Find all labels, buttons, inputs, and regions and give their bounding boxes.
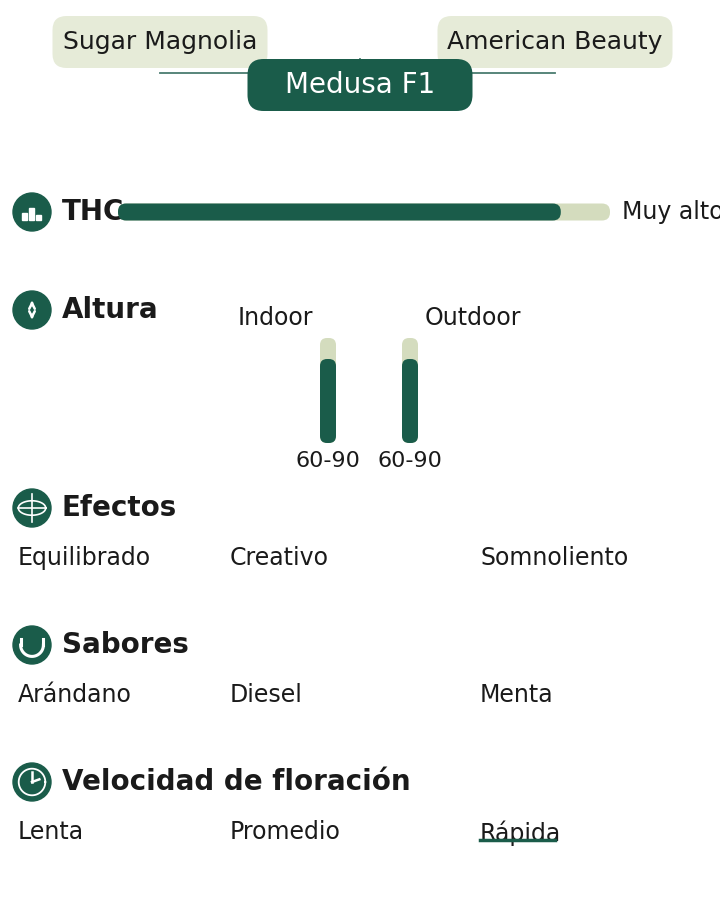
FancyBboxPatch shape [438, 16, 672, 68]
Text: Equilibrado: Equilibrado [18, 546, 151, 570]
Text: 60-90: 60-90 [377, 451, 442, 471]
Text: Lenta: Lenta [18, 820, 84, 844]
Text: Sugar Magnolia: Sugar Magnolia [63, 30, 257, 54]
Text: Rápida: Rápida [480, 820, 562, 845]
Text: Indoor: Indoor [238, 306, 313, 330]
Text: Promedio: Promedio [230, 820, 341, 844]
FancyBboxPatch shape [402, 359, 418, 443]
Text: Outdoor: Outdoor [425, 306, 521, 330]
Bar [22, 213, 27, 220]
Text: Medusa F1: Medusa F1 [285, 71, 435, 99]
Bar [35, 215, 40, 220]
Text: THC: THC [62, 198, 125, 226]
Text: Somnoliento: Somnoliento [480, 546, 629, 570]
Text: Efectos: Efectos [62, 494, 177, 522]
Text: Altura: Altura [62, 296, 158, 324]
Text: Muy alto: Muy alto [622, 200, 720, 224]
FancyBboxPatch shape [118, 203, 610, 220]
Text: Menta: Menta [480, 683, 554, 707]
Text: Velocidad de floración: Velocidad de floración [62, 768, 410, 796]
FancyBboxPatch shape [53, 16, 268, 68]
FancyBboxPatch shape [248, 59, 472, 111]
Text: Creativo: Creativo [230, 546, 329, 570]
Text: Arándano: Arándano [18, 683, 132, 707]
FancyBboxPatch shape [320, 359, 336, 443]
Text: Diesel: Diesel [230, 683, 303, 707]
Text: American Beauty: American Beauty [447, 30, 662, 54]
FancyBboxPatch shape [320, 338, 336, 443]
Circle shape [13, 193, 51, 231]
Text: 60-90: 60-90 [296, 451, 361, 471]
FancyBboxPatch shape [118, 203, 561, 220]
Circle shape [13, 626, 51, 664]
FancyBboxPatch shape [402, 338, 418, 443]
Circle shape [13, 489, 51, 527]
Circle shape [13, 291, 51, 329]
Circle shape [13, 763, 51, 801]
Text: Sabores: Sabores [62, 631, 189, 659]
Bar [29, 208, 34, 220]
